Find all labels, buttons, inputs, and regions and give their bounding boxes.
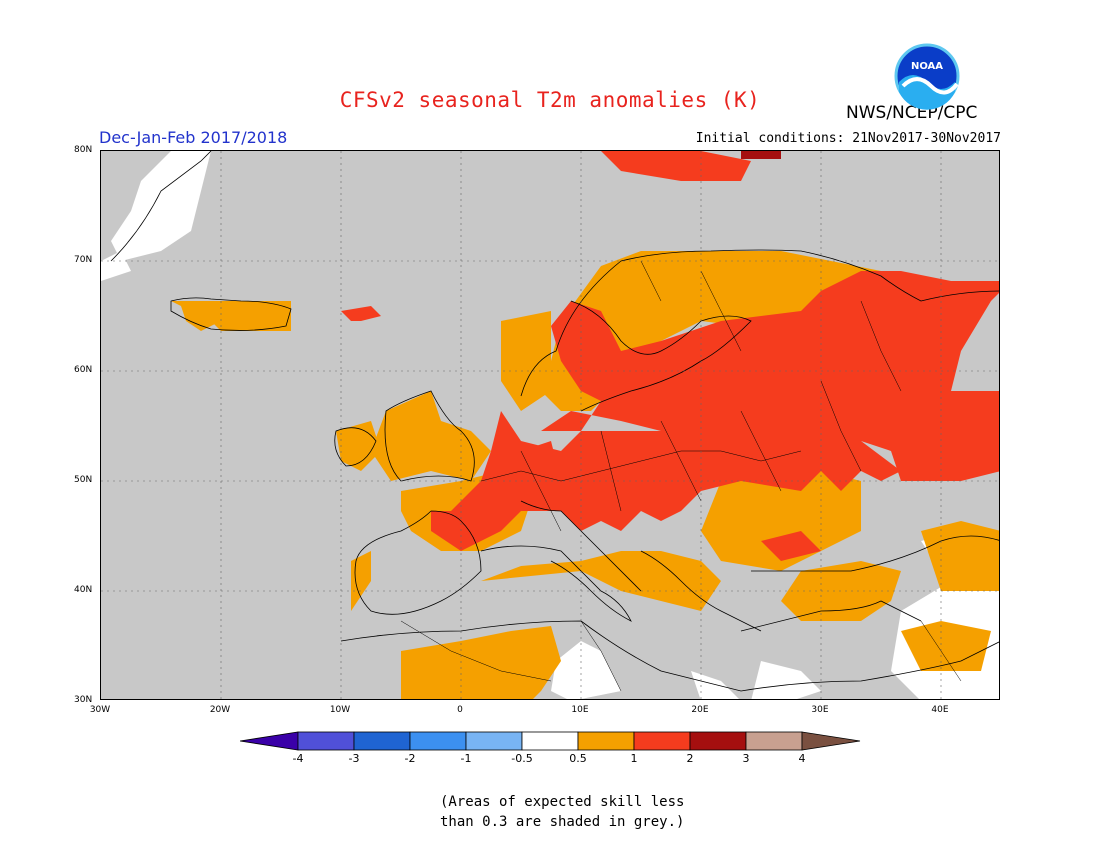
coastlines bbox=[110, 151, 999, 692]
map-canvas bbox=[101, 151, 999, 699]
lon-label-30w: 30W bbox=[89, 705, 111, 715]
anomaly-red bbox=[341, 151, 999, 561]
colorbar-segment-2-3 bbox=[689, 731, 747, 751]
anomaly-darkred bbox=[741, 151, 781, 159]
map-gridlines bbox=[101, 151, 999, 699]
lon-label-40e: 40E bbox=[931, 705, 949, 715]
colorbar-segment-05-1 bbox=[577, 731, 635, 751]
anomaly-map bbox=[100, 150, 1000, 700]
lon-label-20w: 20W bbox=[209, 705, 231, 715]
initial-conditions: Initial conditions: 21Nov2017-30Nov2017 bbox=[695, 131, 1001, 146]
lon-label-20e: 20E bbox=[691, 705, 709, 715]
colorbar-segment-lt-4 bbox=[240, 731, 299, 751]
colorbar-label-m2: -2 bbox=[404, 752, 416, 765]
country-borders bbox=[400, 260, 962, 692]
colorbar-label-m1: -1 bbox=[460, 752, 472, 765]
lat-label-60n: 60N bbox=[74, 365, 93, 375]
colorbar-label-m3: -3 bbox=[348, 752, 360, 765]
colorbar-segment-3-4 bbox=[745, 731, 803, 751]
agency-label: NWS/NCEP/CPC bbox=[846, 103, 978, 123]
colorbar-label-m05: -0.5 bbox=[511, 752, 533, 765]
lat-label-40n: 40N bbox=[74, 585, 93, 595]
lat-label-50n: 50N bbox=[74, 475, 93, 485]
colorbar-label-05: 0.5 bbox=[569, 752, 587, 765]
forecast-period: Dec-Jan-Feb 2017/2018 bbox=[99, 128, 288, 147]
chart-title: CFSv2 seasonal T2m anomalies (K) bbox=[339, 88, 761, 112]
colorbar-segment-4-3 bbox=[297, 731, 355, 751]
lat-label-70n: 70N bbox=[74, 255, 93, 265]
colorbar-segment-2-1 bbox=[409, 731, 467, 751]
colorbar-segment-neutral bbox=[521, 731, 579, 751]
colorbar-segment-1-2 bbox=[633, 731, 691, 751]
lon-label-30e: 30E bbox=[811, 705, 829, 715]
colorbar bbox=[240, 731, 861, 751]
colorbar-segment-1-05 bbox=[465, 731, 523, 751]
lat-label-30n: 30N bbox=[74, 695, 93, 705]
lon-label-0: 0 bbox=[457, 705, 463, 715]
colorbar-label-m4: -4 bbox=[292, 752, 304, 765]
colorbar-label-1: 1 bbox=[630, 752, 638, 765]
footnote-line-1: (Areas of expected skill less bbox=[440, 794, 685, 810]
noaa-logo: NOAA bbox=[894, 43, 960, 110]
colorbar-segment-gt-4 bbox=[801, 731, 861, 751]
noaa-logo-text: NOAA bbox=[911, 61, 943, 72]
lat-label-80n: 80N bbox=[74, 145, 93, 155]
skill-footnote: (Areas of expected skill less than 0.3 a… bbox=[440, 792, 760, 832]
colorbar-label-3: 3 bbox=[742, 752, 750, 765]
lon-label-10e: 10E bbox=[571, 705, 589, 715]
colorbar-segment-3-2 bbox=[353, 731, 411, 751]
colorbar-label-4: 4 bbox=[798, 752, 806, 765]
lon-label-10w: 10W bbox=[329, 705, 351, 715]
colorbar-label-2: 2 bbox=[686, 752, 694, 765]
footnote-line-2: than 0.3 are shaded in grey.) bbox=[440, 814, 685, 830]
